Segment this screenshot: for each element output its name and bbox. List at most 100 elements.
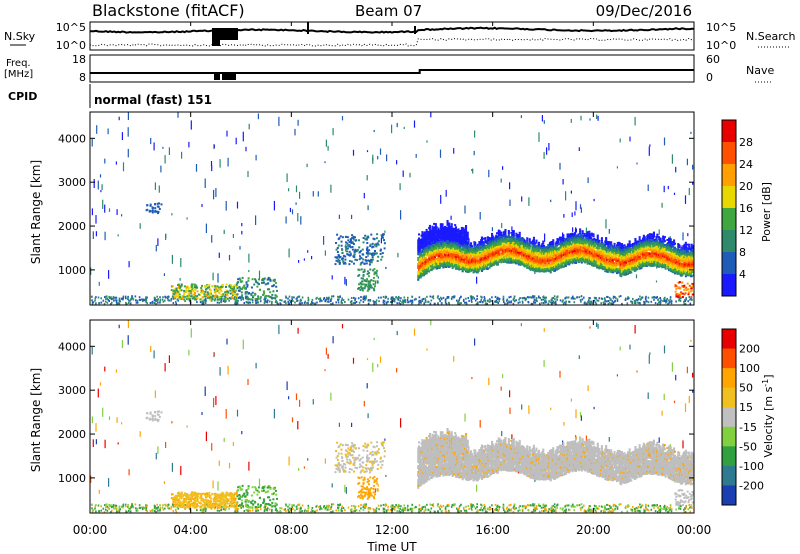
- scatter-cell: [146, 296, 148, 299]
- scatter-cell: [651, 296, 654, 299]
- scatter-cell: [574, 211, 576, 216]
- scatter-cell: [203, 293, 206, 296]
- scatter-cell: [466, 233, 469, 236]
- scatter-cell: [434, 229, 437, 231]
- scatter-cell: [318, 298, 320, 301]
- scatter-cell: [160, 165, 162, 173]
- scatter-cell: [201, 284, 203, 287]
- scatter-cell: [158, 208, 161, 210]
- scatter-cell: [435, 257, 438, 260]
- scatter-cell: [157, 238, 159, 246]
- scatter-cell: [467, 238, 470, 241]
- scatter-cell: [372, 287, 375, 290]
- scatter-cell: [240, 297, 242, 299]
- scatter-cell: [567, 261, 570, 264]
- scatter-cell: [469, 259, 472, 262]
- scatter-cell: [176, 298, 179, 301]
- scatter-cell: [472, 295, 474, 298]
- scatter-cell: [593, 239, 596, 242]
- scatter-cell: [211, 235, 213, 243]
- scatter-cell: [483, 296, 486, 299]
- scatter-cell: [377, 255, 380, 258]
- scatter-cell: [289, 207, 291, 213]
- scatter-cell: [679, 299, 682, 302]
- scatter-cell: [468, 299, 470, 302]
- scatter-cell: [498, 298, 501, 300]
- scatter-cell: [447, 242, 450, 244]
- scatter-cell: [203, 300, 205, 303]
- scatter-cell: [579, 299, 582, 302]
- scatter-cell: [465, 240, 468, 243]
- scatter-cell: [287, 297, 289, 300]
- scatter-cell: [376, 233, 379, 236]
- scatter-cell: [472, 168, 474, 174]
- scatter-cell: [373, 252, 376, 255]
- scatter-cell: [652, 296, 655, 299]
- scatter-cell: [145, 301, 147, 304]
- scatter-cell: [463, 298, 465, 301]
- scatter-cell: [448, 224, 451, 227]
- scatter-cell: [342, 257, 344, 260]
- scatter-cell: [235, 284, 237, 287]
- scatter-cell: [603, 302, 605, 305]
- scatter-cell: [470, 242, 473, 245]
- scatter-cell: [236, 201, 239, 209]
- scatter-cell: [438, 233, 441, 236]
- scatter-cell: [564, 265, 567, 267]
- scatter-cell: [134, 295, 137, 298]
- scatter-cell: [154, 203, 157, 205]
- scatter-cell: [199, 294, 202, 297]
- scatter-cell: [543, 152, 545, 159]
- scatter-cell: [263, 298, 265, 301]
- scatter-cell: [136, 301, 139, 304]
- scatter-cell: [156, 300, 158, 303]
- scatter-cell: [470, 296, 473, 299]
- scatter-cell: [363, 295, 366, 298]
- scatter-cell: [432, 242, 435, 244]
- scatter-cell: [450, 215, 452, 220]
- scatter-cell: [580, 247, 583, 250]
- scatter-cell: [248, 301, 251, 304]
- scatter-cell: [376, 260, 379, 262]
- scatter-cell: [606, 295, 608, 298]
- scatter-cell: [380, 234, 383, 237]
- scatter-cell: [234, 300, 237, 303]
- scatter-cell: [358, 268, 361, 271]
- scatter-cell: [119, 300, 122, 303]
- scatter-cell: [157, 202, 160, 205]
- scatter-cell: [141, 298, 143, 301]
- scatter-cell: [500, 241, 503, 244]
- scatter-cell: [476, 302, 479, 305]
- scatter-cell: [418, 248, 421, 250]
- scatter-cell: [158, 185, 160, 193]
- scatter-cell: [431, 225, 434, 228]
- scatter-cell: [532, 252, 535, 255]
- scatter-cell: [663, 137, 666, 146]
- scatter-cell: [575, 255, 578, 258]
- scatter-cell: [530, 255, 533, 258]
- scatter-cell: [206, 291, 209, 294]
- scatter-cell: [102, 199, 104, 209]
- scatter-cell: [236, 302, 239, 305]
- scatter-cell: [543, 264, 546, 267]
- scatter-cell: [593, 296, 596, 299]
- scatter-cell: [180, 258, 182, 268]
- scatter-cell: [552, 239, 555, 242]
- scatter-cell: [443, 259, 446, 262]
- scatter-cell: [489, 245, 492, 248]
- scatter-cell: [476, 295, 478, 298]
- scatter-cell: [235, 137, 237, 145]
- scatter-cell: [454, 226, 457, 229]
- scatter-cell: [466, 235, 469, 238]
- scatter-cell: [244, 291, 247, 294]
- scatter-cell: [582, 242, 585, 245]
- scatter-cell: [381, 255, 384, 258]
- scatter-cell: [439, 250, 442, 253]
- scatter-cell: [229, 284, 232, 287]
- scatter-cell: [362, 274, 365, 276]
- scatter-cell: [216, 298, 219, 301]
- scatter-cell: [352, 243, 355, 245]
- scatter-cell: [668, 301, 670, 304]
- scatter-cell: [459, 245, 462, 248]
- scatter-cell: [481, 296, 483, 299]
